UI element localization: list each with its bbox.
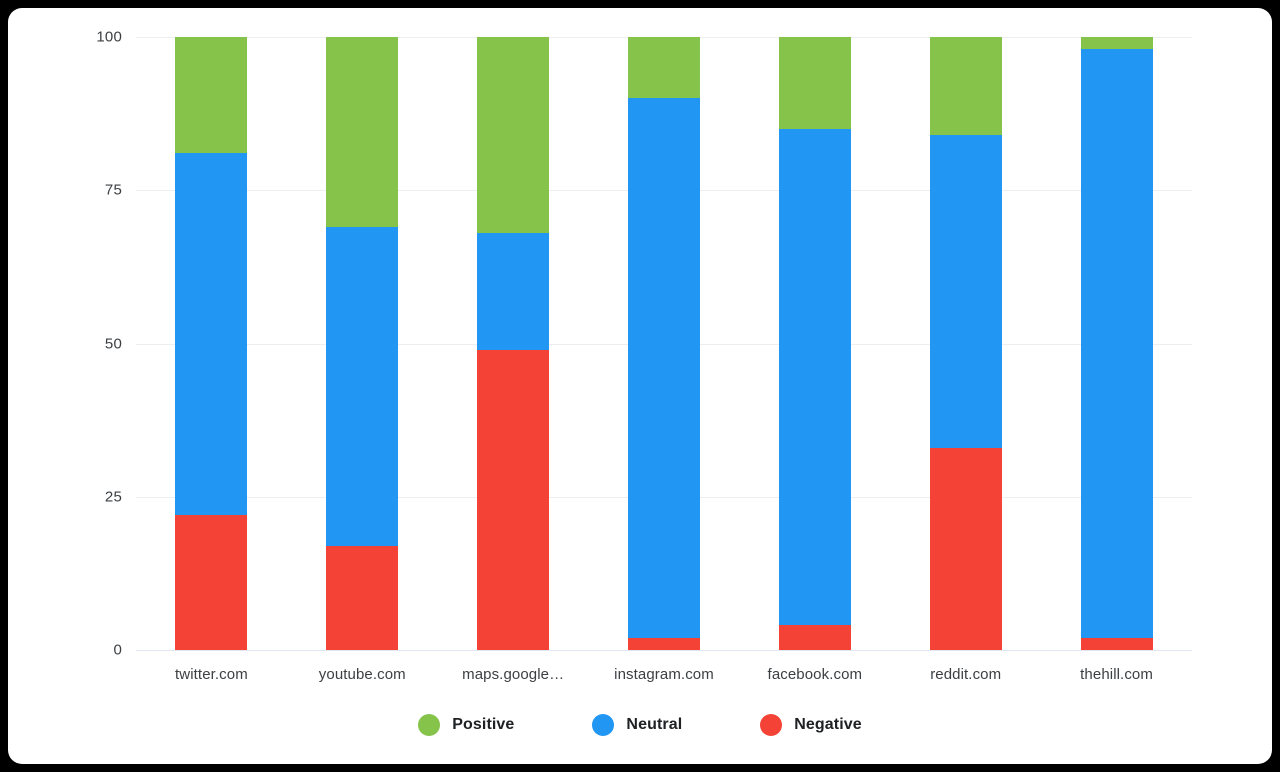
stacked-bar[interactable] [778, 37, 851, 650]
bar-segment-positive[interactable] [929, 37, 1002, 136]
x-axis-tick-label: maps.google… [462, 666, 565, 683]
legend-item-neutral[interactable]: Neutral [592, 714, 682, 736]
bar-segment-negative[interactable] [627, 637, 700, 650]
y-axis-tick-label: 75 [104, 181, 122, 199]
bar-group[interactable] [739, 37, 890, 650]
bar-segment-neutral[interactable] [778, 128, 851, 626]
x-axis-tick-label: twitter.com [175, 666, 248, 683]
bar-segment-positive[interactable] [175, 37, 248, 154]
x-axis-tick-label: facebook.com [767, 666, 863, 683]
y-axis-tick-label: 25 [104, 488, 122, 506]
legend-item-label: Neutral [626, 716, 683, 733]
y-axis-tick-label: 0 [113, 641, 122, 659]
bar-segment-positive[interactable] [627, 37, 700, 99]
bar-segment-positive[interactable] [1080, 37, 1153, 50]
x-axis-tick-label: reddit.com [930, 666, 1002, 683]
bar-segment-neutral[interactable] [627, 98, 700, 638]
y-axis-tick-label: 100 [96, 28, 122, 46]
y-axis-tick-label: 50 [104, 335, 122, 352]
legend-item-negative[interactable]: Negative [760, 714, 862, 736]
bar-group[interactable] [890, 37, 1041, 650]
chart-card: 0 25 50 75 100 twitter.com youtube.com maps.go… [8, 8, 1272, 764]
stacked-bar[interactable] [326, 37, 399, 650]
bar-segment-neutral[interactable] [1080, 49, 1153, 638]
bar-segment-neutral[interactable] [326, 227, 399, 546]
x-axis-tick-label: instagram.com [614, 666, 714, 683]
circle-marker [592, 714, 615, 736]
bar-segment-negative[interactable] [778, 625, 851, 650]
bar-segment-positive[interactable] [778, 37, 851, 129]
plot-area [136, 37, 1192, 651]
stacked-bar[interactable] [627, 37, 700, 650]
x-axis: twitter.com youtube.com maps.google… instag… [136, 666, 1192, 696]
chart-legend: Positive Neutral Negative [8, 714, 1272, 736]
bar-group[interactable] [136, 37, 287, 650]
bar-segment-negative[interactable] [929, 447, 1002, 650]
stacked-bar-chart: 0 25 50 75 100 twitter.com youtube.com maps.go… [8, 8, 1272, 708]
stacked-bar[interactable] [175, 37, 248, 650]
legend-item-label: Negative [794, 716, 862, 733]
stacked-bar[interactable] [1080, 37, 1153, 650]
legend-item-positive[interactable]: Positive [418, 714, 514, 736]
stacked-bar[interactable] [477, 37, 550, 650]
x-axis-tick-label: thehill.com [1080, 666, 1153, 683]
x-axis-tick-label: youtube.com [318, 666, 406, 683]
bar-group[interactable] [287, 37, 438, 650]
bar-group[interactable] [1041, 37, 1192, 650]
bar-segment-neutral[interactable] [477, 233, 550, 350]
circle-marker [760, 714, 783, 736]
bar-segment-negative[interactable] [1080, 637, 1153, 650]
bar-group[interactable] [438, 37, 589, 650]
bar-segment-neutral[interactable] [175, 153, 248, 516]
legend-item-label: Positive [452, 716, 515, 733]
axis-baseline [136, 650, 1192, 651]
stacked-bar[interactable] [929, 37, 1002, 650]
bar-segment-negative[interactable] [326, 545, 399, 650]
circle-marker [418, 714, 441, 736]
bar-segment-negative[interactable] [175, 515, 248, 650]
bar-segment-positive[interactable] [326, 37, 399, 228]
bar-segment-positive[interactable] [477, 37, 550, 234]
bar-segment-neutral[interactable] [929, 135, 1002, 448]
bar-segment-negative[interactable] [477, 349, 550, 650]
bar-group[interactable] [589, 37, 740, 650]
